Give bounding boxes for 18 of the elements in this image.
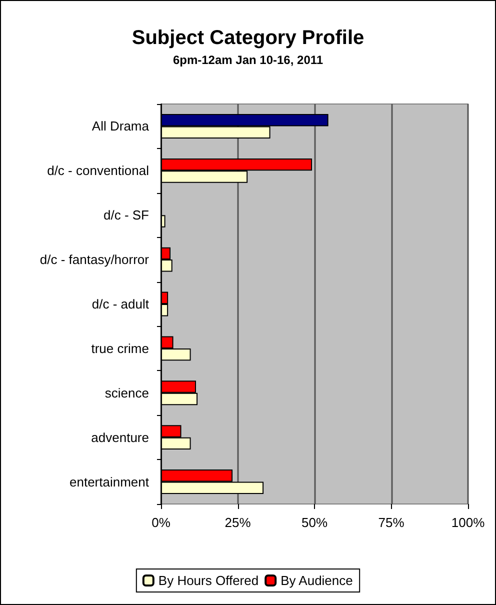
y-tick-label: entertainment [70, 474, 150, 490]
x-tick-label: 75% [378, 515, 405, 530]
chart-title: Subject Category Profile [132, 27, 364, 49]
y-tick-label: d/c - adult [92, 296, 150, 312]
chart-subtitle: 6pm-12am Jan 10-16, 2011 [172, 53, 324, 67]
y-tick-label: science [104, 385, 149, 400]
y-tick-label: d/c - fantasy/horror [40, 252, 150, 268]
legend-label: By Hours Offered [158, 573, 259, 588]
y-tick-label: All Drama [92, 118, 150, 134]
x-tick-label: 50% [301, 515, 328, 530]
y-tick-label: d/c - SF [103, 208, 150, 223]
y-tick-label: d/c - conventional [47, 163, 150, 178]
x-tick-label: 100% [451, 515, 486, 530]
y-tick-label: adventure [91, 430, 149, 445]
x-tick-label: 25% [224, 515, 252, 530]
y-tick-label: true crime [91, 340, 149, 356]
legend-label: By Audience [280, 573, 353, 588]
x-tick-label: 0% [152, 515, 171, 530]
